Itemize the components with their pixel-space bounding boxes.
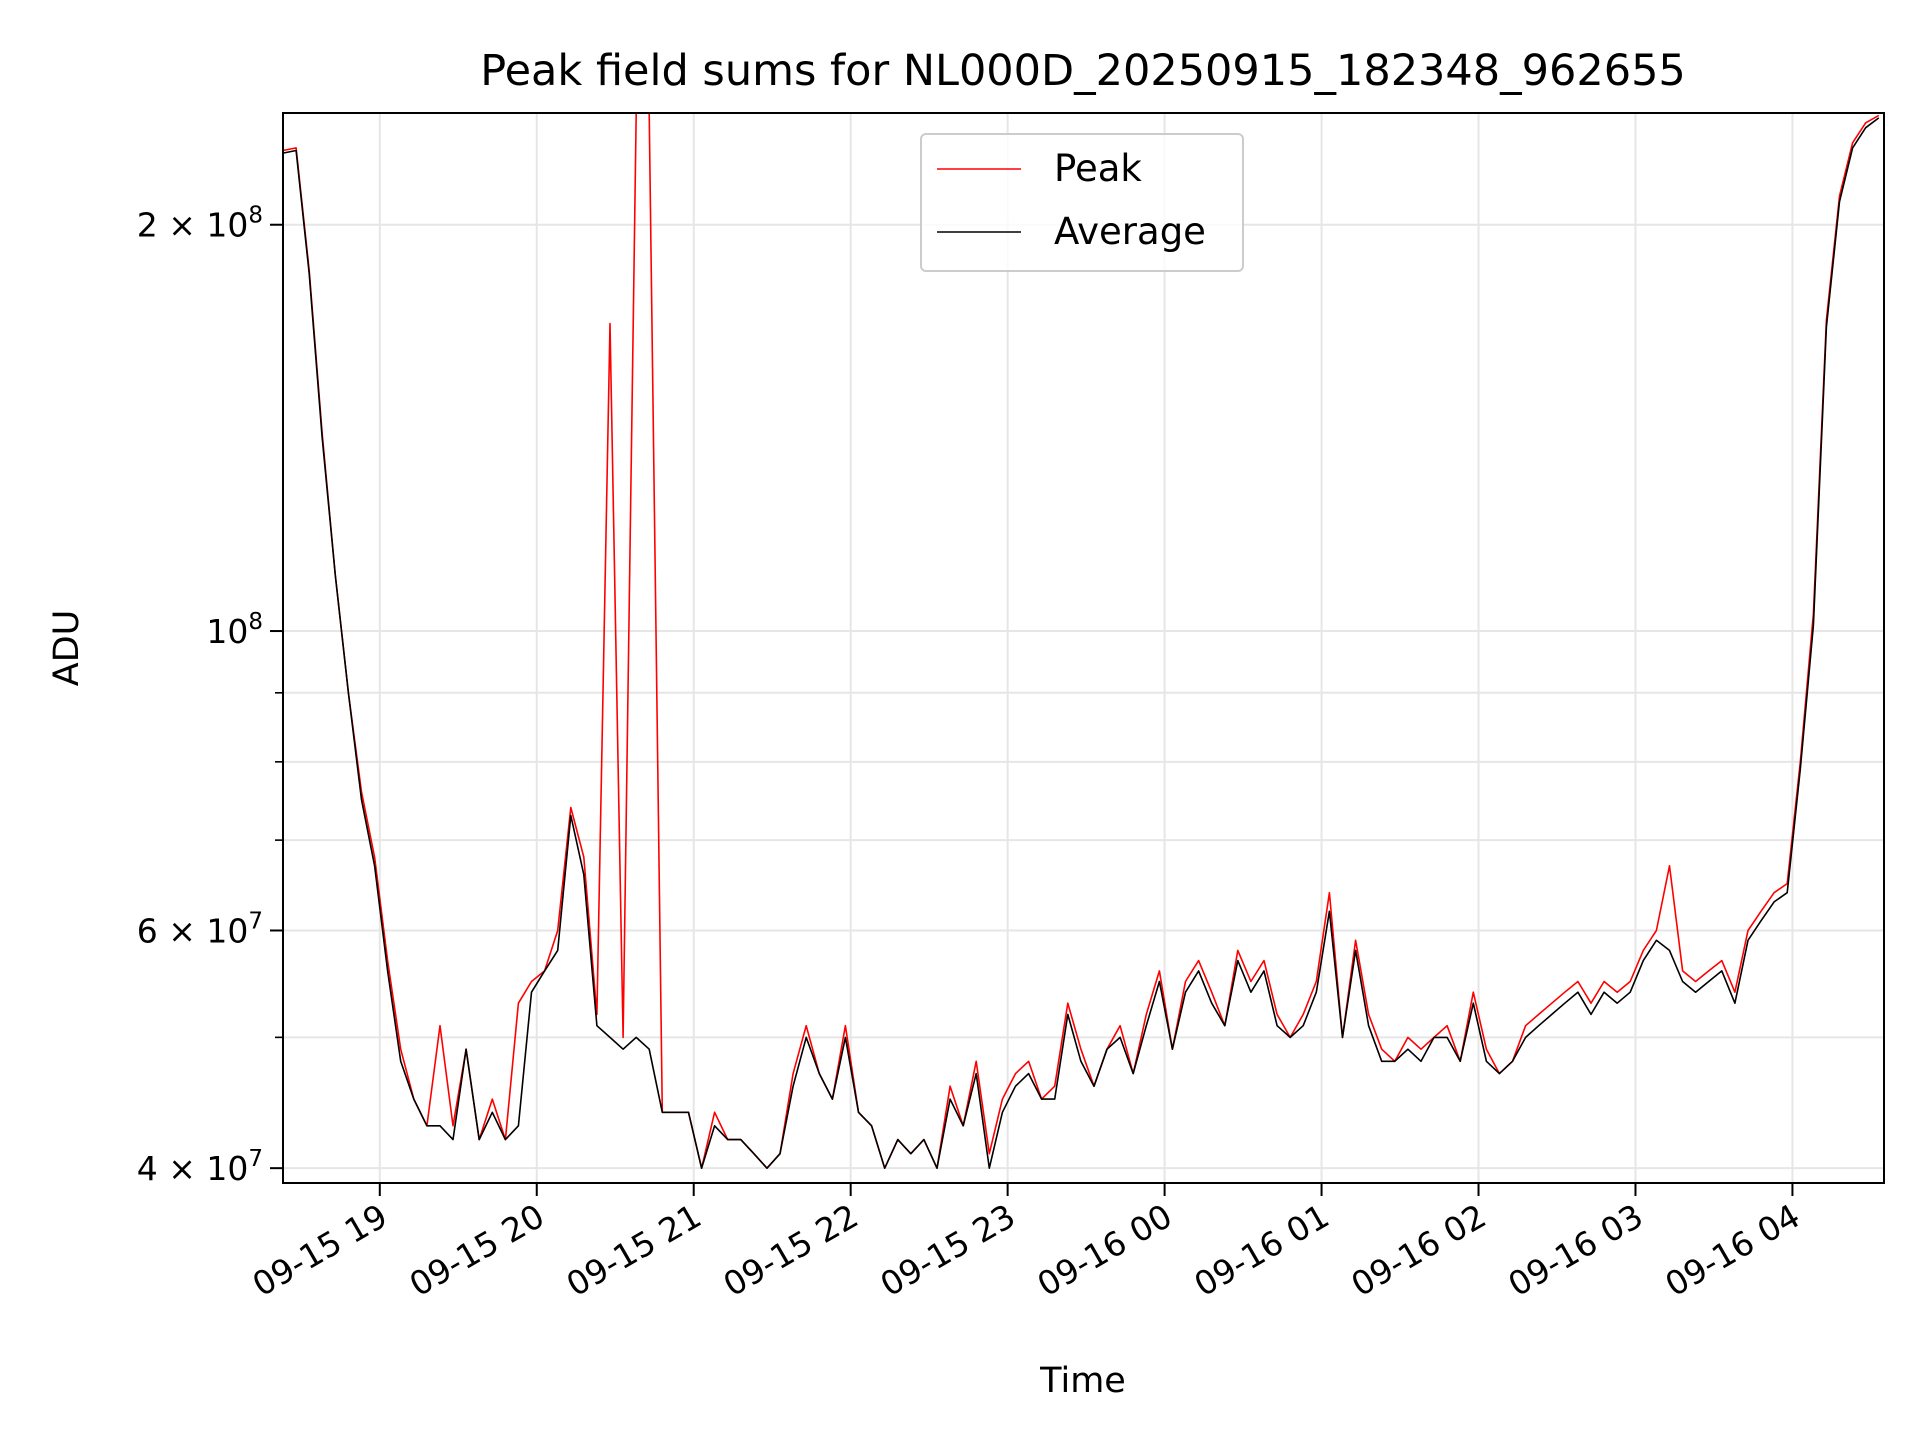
x-axis-title: Time <box>1039 1361 1126 1401</box>
legend-peak-label: Peak <box>1054 147 1142 190</box>
y-axis-title: ADU <box>47 610 87 687</box>
series-layer <box>282 112 1880 1169</box>
average-series-line <box>282 117 1880 1169</box>
chart-title: Peak field sums for NL000D_20250915_1823… <box>480 46 1686 96</box>
peak-series-line <box>282 112 1880 1169</box>
y-tick-label: 6 × 107 <box>137 908 263 950</box>
plot-frame <box>282 112 1885 1184</box>
grid-layer <box>283 113 1884 1183</box>
legend-average-label: Average <box>1054 210 1206 253</box>
y-tick-label: 2 × 108 <box>137 203 263 245</box>
y-tick-label: 108 <box>206 609 263 651</box>
legend: Peak Average <box>920 133 1244 272</box>
y-tick-label: 4 × 107 <box>137 1146 263 1188</box>
